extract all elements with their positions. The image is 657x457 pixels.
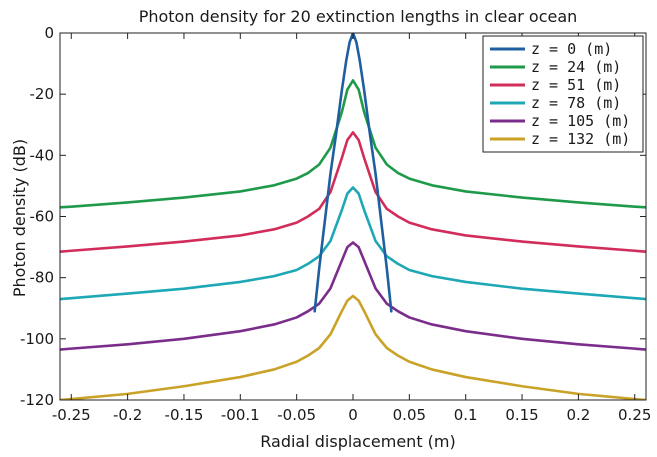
legend-label: z = 51 (m) — [531, 76, 621, 94]
series-line-2 — [60, 131, 646, 253]
legend-label: z = 0 (m) — [531, 40, 612, 58]
series-line-4 — [60, 241, 646, 351]
y-tick-label: -40 — [30, 146, 55, 164]
x-tick-label: -0.2 — [113, 406, 142, 424]
x-tick-label: 0.25 — [618, 406, 651, 424]
y-tick-label: -80 — [30, 269, 55, 287]
y-tick-label: -20 — [30, 85, 55, 103]
x-tick-label: -00.1 — [221, 406, 260, 424]
legend-label: z = 78 (m) — [531, 94, 621, 112]
x-tick-label: 0.2 — [566, 406, 590, 424]
legend-label: z = 105 (m) — [531, 112, 630, 130]
series-layer — [60, 33, 646, 400]
legend-box — [482, 35, 644, 153]
series-line-3 — [60, 186, 646, 301]
series-line-5 — [60, 294, 646, 400]
axes: -0.25 -0.2 -0.15 -00.1 -0.05 0 0.05 0.1 0.15 0.2 0… — [20, 24, 651, 424]
x-tick-label: -0.25 — [52, 406, 91, 424]
y-tick-label: -60 — [30, 208, 55, 226]
x-axis-title: Radial displacement (m) — [260, 432, 456, 451]
x-tick-label: 0.15 — [505, 406, 538, 424]
series-line-0 — [313, 33, 393, 313]
x-tick-label: -0.05 — [277, 406, 316, 424]
y-tick-label: 0 — [44, 24, 54, 42]
x-tick-label: 0 — [348, 406, 358, 424]
y-tick-label: -120 — [20, 391, 54, 409]
x-tick-label: 0.1 — [454, 406, 478, 424]
legend-label: z = 132 (m) — [531, 130, 630, 148]
chart-title: Photon density for 20 extinction lengths… — [139, 7, 578, 26]
x-tick-label: -0.15 — [165, 406, 204, 424]
legend: z = 0 (m)z = 24 (m)z = 51 (m)z = 78 (m)z… — [482, 35, 644, 153]
series-line-1 — [60, 79, 646, 209]
legend-label: z = 24 (m) — [531, 58, 621, 76]
y-axis-title: Photon density (dB) — [10, 139, 29, 297]
x-tick-label: 0.05 — [393, 406, 426, 424]
y-tick-label: -100 — [20, 330, 54, 348]
